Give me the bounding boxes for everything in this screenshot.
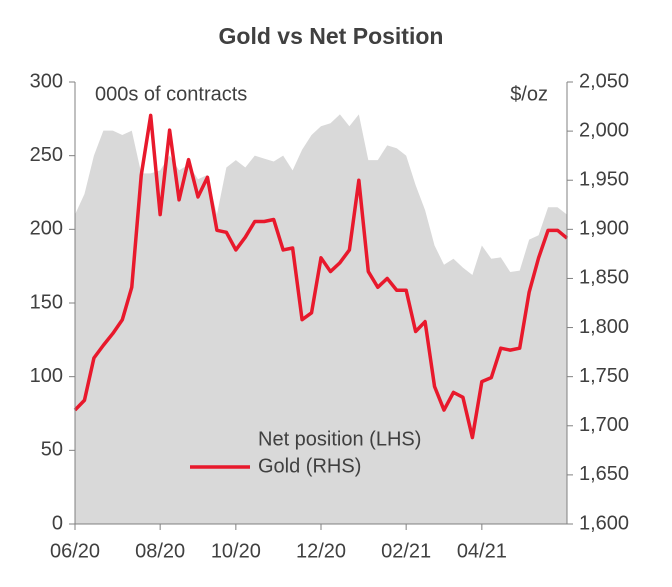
y2-tick-label: 2,000 [579, 119, 629, 141]
y2-tick-label: 1,950 [579, 169, 629, 191]
y-axis-label: 000s of contracts [95, 83, 247, 105]
y-tick-label: 300 [30, 70, 63, 92]
y2-tick-label: 1,850 [579, 267, 629, 289]
legend-label: Gold (RHS) [258, 455, 361, 477]
y2-axis-label: $/oz [510, 83, 548, 105]
line [73, 113, 569, 440]
x-tick-label: 04/21 [457, 540, 507, 562]
x-tick-label: 06/20 [50, 540, 100, 562]
y-tick-label: 100 [30, 365, 63, 387]
y2-tick-label: 1,800 [579, 316, 629, 338]
y2-tick-label: 1,900 [579, 218, 629, 240]
x-tick-label: 12/20 [296, 540, 346, 562]
y-tick-label: 50 [41, 439, 63, 461]
y2-tick-label: 2,050 [579, 70, 629, 92]
y-tick-label: 250 [30, 144, 63, 166]
y2-tick-label: 1,650 [579, 463, 629, 485]
x-tick-label: 08/20 [135, 540, 185, 562]
y-tick-label: 150 [30, 291, 63, 313]
y2-tick-label: 1,700 [579, 414, 629, 436]
chart-title: Gold vs Net Position [219, 23, 444, 49]
plot-area [73, 113, 569, 524]
y-tick-label: 0 [52, 512, 63, 534]
x-tick-label: 02/21 [381, 540, 431, 562]
y-tick-label: 200 [30, 218, 63, 240]
legend-label: Net position (LHS) [258, 428, 421, 450]
y2-tick-label: 1,750 [579, 365, 629, 387]
area [75, 114, 567, 524]
x-tick-label: 10/20 [211, 540, 261, 562]
y2-tick-label: 1,600 [579, 512, 629, 534]
